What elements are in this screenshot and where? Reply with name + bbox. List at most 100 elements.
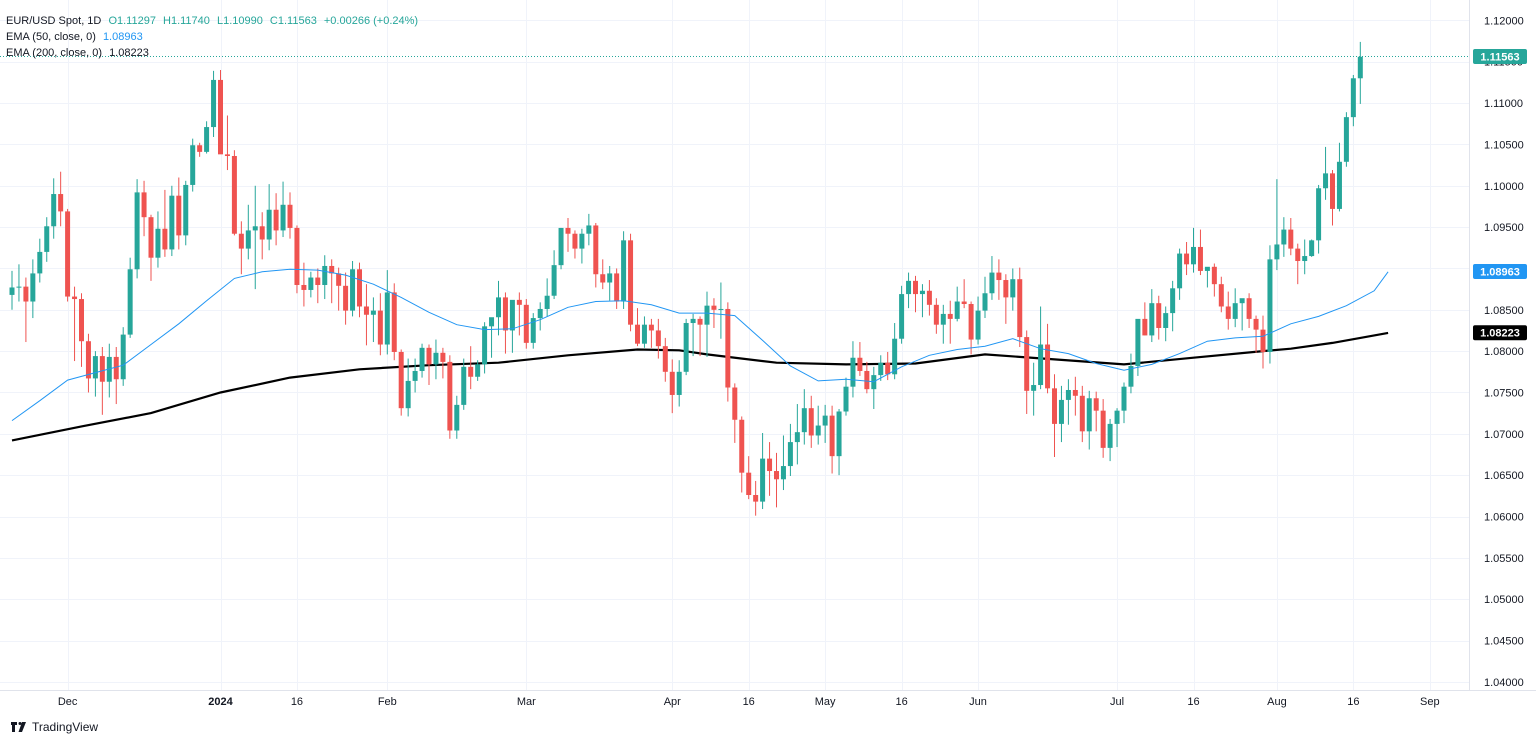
candle-body [892, 338, 898, 375]
candle-body [1316, 188, 1322, 241]
candle [767, 442, 773, 496]
candle-body [1246, 298, 1252, 319]
candle-body [836, 411, 842, 457]
candle-body [1058, 399, 1064, 424]
candle-body [850, 357, 856, 387]
candle-body [1017, 279, 1023, 338]
price-tick-label: 1.09500 [1484, 222, 1524, 234]
time-tick-label: Mar [517, 696, 536, 708]
candle [1191, 227, 1196, 273]
price-axis[interactable]: 1.120001.115001.110001.105001.100001.095… [1484, 15, 1524, 688]
candle [266, 184, 272, 251]
candle-body [1135, 318, 1141, 367]
price-tick-label: 1.07000 [1484, 429, 1524, 441]
candle [1316, 184, 1322, 254]
legend-high: H1.11740 [163, 15, 210, 27]
candle [697, 316, 703, 357]
last-price-tag [1473, 49, 1527, 65]
candle-body [628, 240, 634, 325]
candle-body [669, 371, 675, 395]
candle [370, 297, 376, 343]
candle [1239, 298, 1245, 331]
candle [1170, 280, 1176, 332]
candle-body [176, 195, 182, 236]
candle [1045, 323, 1051, 394]
candle-body [231, 156, 237, 234]
candle-body [940, 313, 946, 325]
candle-body [767, 458, 773, 472]
candle [1211, 263, 1217, 297]
candle [718, 282, 724, 339]
candle [954, 286, 960, 322]
candle-body [447, 361, 453, 431]
price-tick-label: 1.07500 [1484, 387, 1524, 399]
tradingview-logo[interactable]: TradingView [10, 720, 98, 734]
candle-body [586, 225, 592, 234]
candle [690, 313, 696, 357]
ema50-layer [11, 268, 1389, 422]
time-tick-label: Apr [664, 696, 681, 708]
candle [155, 211, 161, 268]
candle [58, 171, 64, 227]
tradingview-wordmark: TradingView [32, 720, 99, 734]
candle [37, 238, 43, 283]
price-tick-label: 1.05500 [1484, 553, 1524, 565]
time-axis[interactable]: Dec 2024 16 Feb Mar Apr 16 May 16 Jun Jul 16 Aug 16 Se… [58, 696, 1440, 708]
price-tick-label: 1.11000 [1484, 98, 1523, 110]
candle [968, 301, 974, 355]
price-tick-label: 1.10500 [1484, 139, 1524, 151]
candle [85, 333, 91, 393]
candle [134, 179, 140, 279]
candle-body [343, 285, 349, 311]
candle-body [1288, 229, 1294, 249]
candle-body [468, 366, 474, 377]
candle [753, 480, 759, 516]
candle-body [593, 225, 599, 275]
candle [933, 298, 939, 334]
candle [252, 185, 258, 290]
candle-body [419, 347, 425, 371]
candle [780, 435, 786, 491]
price-tick-label: 1.08000 [1484, 346, 1524, 358]
candle [148, 214, 154, 281]
candle-body [489, 317, 495, 327]
candle [1336, 142, 1342, 212]
candle [1288, 218, 1294, 256]
candle-body [44, 226, 50, 252]
candle [468, 346, 474, 390]
candle [1357, 41, 1363, 104]
candle-body [1343, 117, 1349, 162]
candle [926, 280, 932, 316]
candle [947, 300, 953, 344]
price-tick-label: 1.10000 [1484, 181, 1524, 193]
candle [982, 276, 988, 319]
candle [822, 404, 828, 443]
candle [433, 339, 439, 380]
candle-body [127, 269, 133, 335]
legend-low: L1.10990 [216, 15, 263, 27]
legend-ema50-row[interactable]: EMA (50, close, 0) 1.08963 [6, 29, 418, 45]
candle [259, 212, 265, 260]
candle-body [120, 334, 126, 380]
candle-body [989, 272, 995, 294]
candle-body [530, 318, 536, 343]
candle-body [551, 265, 557, 296]
ema50-price-tag [1473, 264, 1527, 280]
candle [127, 257, 133, 338]
candle-body [169, 195, 175, 250]
candle-body [1239, 298, 1245, 304]
candle-body [885, 362, 891, 375]
candle-body [683, 323, 689, 372]
candle [878, 355, 884, 381]
candle [794, 404, 800, 465]
legend-ema200-row[interactable]: EMA (200, close, 0) 1.08223 [6, 45, 418, 61]
price-tick-label: 1.12000 [1484, 15, 1524, 27]
time-tick-label: 16 [1187, 696, 1199, 708]
legend-symbol[interactable]: EUR/USD Spot, 1D [6, 15, 102, 27]
candle-body [933, 304, 939, 325]
candle-body [482, 326, 488, 365]
candle [336, 267, 342, 311]
candle [961, 279, 967, 309]
candle [384, 270, 390, 355]
